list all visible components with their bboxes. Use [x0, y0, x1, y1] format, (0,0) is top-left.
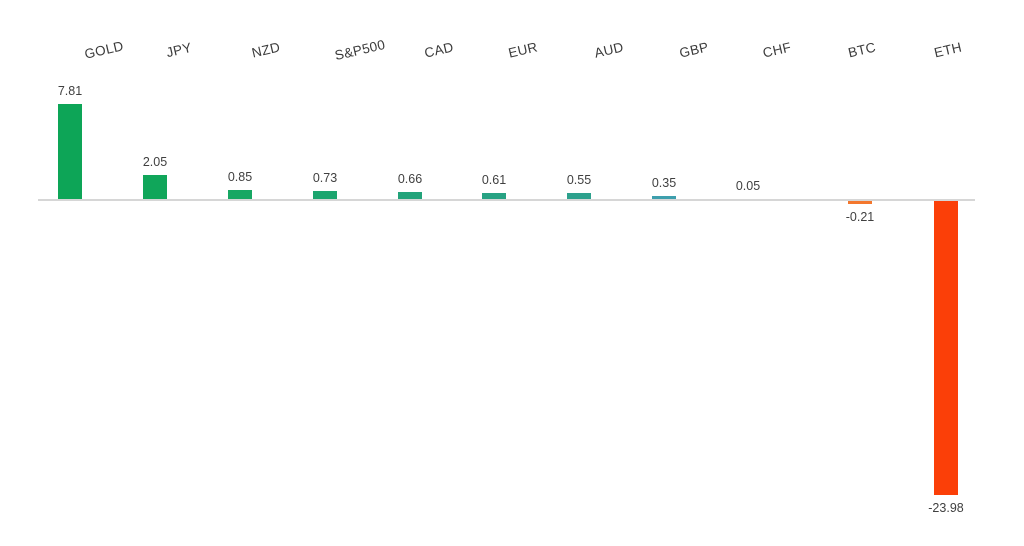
value-label-jpy: 2.05 — [142, 154, 168, 169]
bar-jpy — [143, 174, 167, 201]
category-label-jpy: JPY — [164, 39, 194, 61]
category-label-aud: AUD — [592, 39, 626, 61]
value-label-gbp: 0.35 — [651, 175, 677, 190]
category-label-eur: EUR — [506, 39, 540, 61]
x-axis-line — [38, 199, 975, 201]
value-label-sp500: 0.73 — [312, 171, 338, 186]
bar-cad — [398, 191, 422, 201]
value-label-eur: 0.61 — [481, 172, 507, 187]
bar-gold — [58, 104, 82, 201]
bar-eth — [934, 201, 958, 495]
bar-btc — [848, 201, 872, 204]
bar-sp500 — [313, 191, 337, 201]
value-label-eth: -23.98 — [928, 500, 964, 515]
bar-gbp — [652, 195, 676, 201]
category-label-cad: CAD — [422, 39, 456, 61]
category-label-nzd: NZD — [250, 39, 282, 61]
value-label-cad: 0.66 — [397, 171, 423, 186]
value-label-btc: -0.21 — [845, 209, 875, 224]
category-label-eth: ETH — [932, 39, 964, 61]
category-label-gold: GOLD — [83, 38, 125, 62]
bar-nzd — [228, 189, 252, 201]
value-label-gold: 7.81 — [57, 84, 83, 99]
value-label-nzd: 0.85 — [227, 169, 253, 184]
category-label-gbp: GBP — [677, 39, 711, 61]
value-label-chf: 0.05 — [735, 179, 761, 193]
bar-aud — [567, 193, 591, 201]
value-label-aud: 0.55 — [566, 173, 592, 188]
bar-eur — [482, 192, 506, 201]
category-label-btc: BTC — [846, 39, 878, 61]
category-label-sp500: S&P500 — [333, 36, 387, 64]
category-label-chf: CHF — [761, 39, 793, 61]
